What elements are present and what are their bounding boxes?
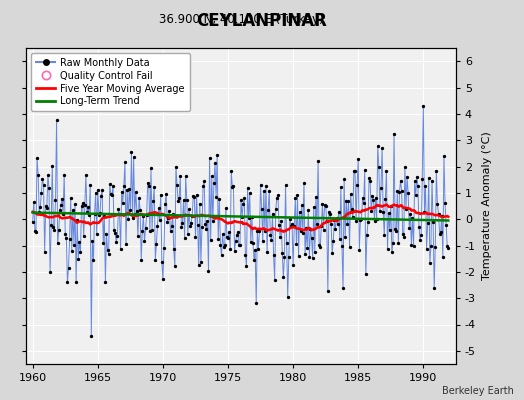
Legend: Raw Monthly Data, Quality Control Fail, Five Year Moving Average, Long-Term Tren: Raw Monthly Data, Quality Control Fail, … (31, 53, 190, 111)
Y-axis label: Temperature Anomaly (°C): Temperature Anomaly (°C) (482, 132, 492, 280)
Title: 36.900 N, 40.100 E (Turkey): 36.900 N, 40.100 E (Turkey) (159, 13, 323, 26)
Text: Berkeley Earth: Berkeley Earth (442, 386, 514, 396)
Text: CEYLANPINAR: CEYLANPINAR (196, 12, 328, 30)
